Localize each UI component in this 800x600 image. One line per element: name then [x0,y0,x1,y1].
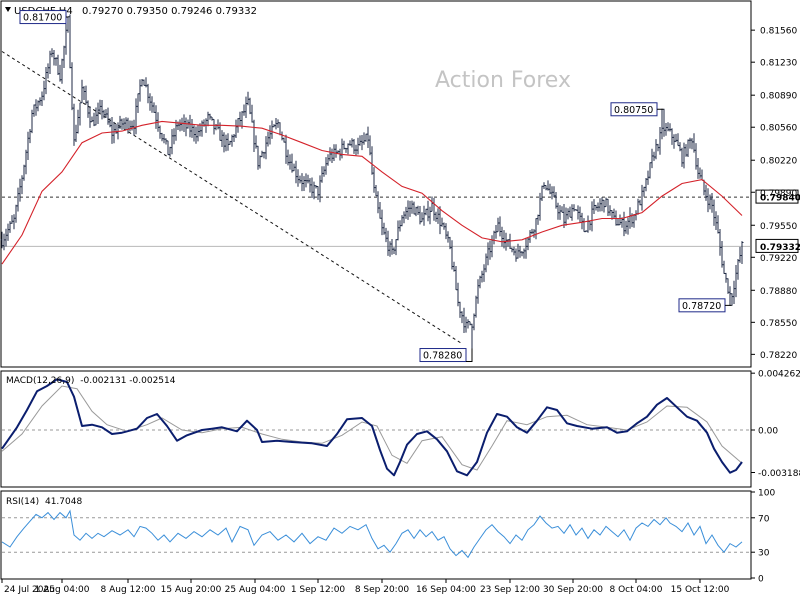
current-price-label: 0.79332 [760,243,800,253]
price-tick-label: 0.80220 [760,157,797,167]
macd-indicator: 0.004262 0.00 -0.003188 [1,370,800,479]
time-tick-label: 1 Aug 04:00 [35,585,90,595]
current-price-box [755,238,799,253]
price-annotation-label: 0.81700 [23,13,62,24]
macd-panel-frame [0,370,752,488]
rsi-panel-frame [0,490,752,580]
ohlc-values: 0.79270 0.79350 0.79246 0.79332 [82,6,257,17]
price-tick-label: 0.78880 [760,287,797,297]
price-annotations: 0.81700 0.80750 0.78280 0.78720 [19,10,732,363]
price-annotation-leader [466,348,473,363]
rsi-value: 41.7048 [45,497,82,507]
price-tick-label: 0.79890 [760,189,797,199]
rsi-label: RSI(14) 41.7048 [6,497,82,507]
macd-tick-label: 0.004262 [758,370,800,380]
price-tick-label: 0.81230 [760,59,797,69]
price-bars [0,14,744,349]
price-annotation-leader [66,16,69,18]
rsi-line [1,509,743,559]
time-tick-label: 8 Sep 20:00 [355,585,410,595]
ohlc-bar-series [0,14,744,349]
trendline [1,51,463,345]
time-tick-label: 15 Oct 12:00 [671,585,730,595]
price-annotation-leader [725,304,732,306]
time-tick-label: 1 Sep 12:00 [291,585,346,595]
level-price-box [755,189,799,204]
price-annotation-label: 0.78720 [682,301,721,312]
macd-tick-label: -0.003188 [758,469,800,479]
time-tick-label: 8 Aug 12:00 [101,585,156,595]
watermark: Action Forex [435,68,571,93]
rsi-tick-label: 30 [758,549,770,559]
time-tick-label: 8 Oct 04:00 [610,585,663,595]
price-annotation-label: 0.78280 [423,351,462,362]
macd-label: MACD(12,26,9) -0.002131 -0.002514 [6,376,176,386]
price-panel-frame [0,0,752,368]
time-tick-label: 30 Sep 20:00 [543,585,603,595]
rsi-tick-label: 0 [758,575,764,585]
time-tick-label: 25 Aug 04:00 [225,585,286,595]
price-annotation-label: 0.80750 [614,105,653,116]
rsi-tick-label: 70 [758,514,770,524]
rsi-name: RSI(14) [6,497,39,507]
collapse-triangle-icon[interactable] [5,7,11,12]
price-tick-label: 0.79220 [760,254,797,264]
macd-name: MACD(12,26,9) [6,376,74,386]
price-tick-label: 0.80560 [760,124,797,134]
price-tick-label: 0.79550 [760,222,797,232]
rsi-indicator: 100 70 30 0 [1,489,775,585]
price-tick-label: 0.81560 [760,27,797,37]
moving-average-line [1,120,743,265]
level-price-label: 0.79840 [760,194,800,204]
price-axis: 0.81560 0.81230 0.80890 0.80560 0.80220 0.798… [751,27,797,361]
price-annotation-box [419,348,467,363]
moving-average [1,120,743,265]
macd-values: -0.002131 -0.002514 [80,376,176,386]
price-tick-label: 0.78550 [760,319,797,329]
macd-tick-label: 0.00 [758,427,778,437]
descending-trendline [1,51,463,345]
macd-main-line [1,378,743,477]
price-tick-label: 0.80890 [760,92,797,102]
price-level-lines: 0.79840 0.79332 [2,189,800,253]
time-tick-label: 24 Jul 2025 [4,585,55,595]
macd-signal-line [1,385,743,471]
time-tick-label: 15 Aug 20:00 [161,585,222,595]
rsi-tick-label: 100 [758,489,775,499]
time-tick-label: 16 Sep 04:00 [416,585,476,595]
price-tick-label: 0.78220 [760,351,797,361]
time-tick-label: 23 Sep 12:00 [480,585,540,595]
price-annotation-leader [657,108,664,110]
